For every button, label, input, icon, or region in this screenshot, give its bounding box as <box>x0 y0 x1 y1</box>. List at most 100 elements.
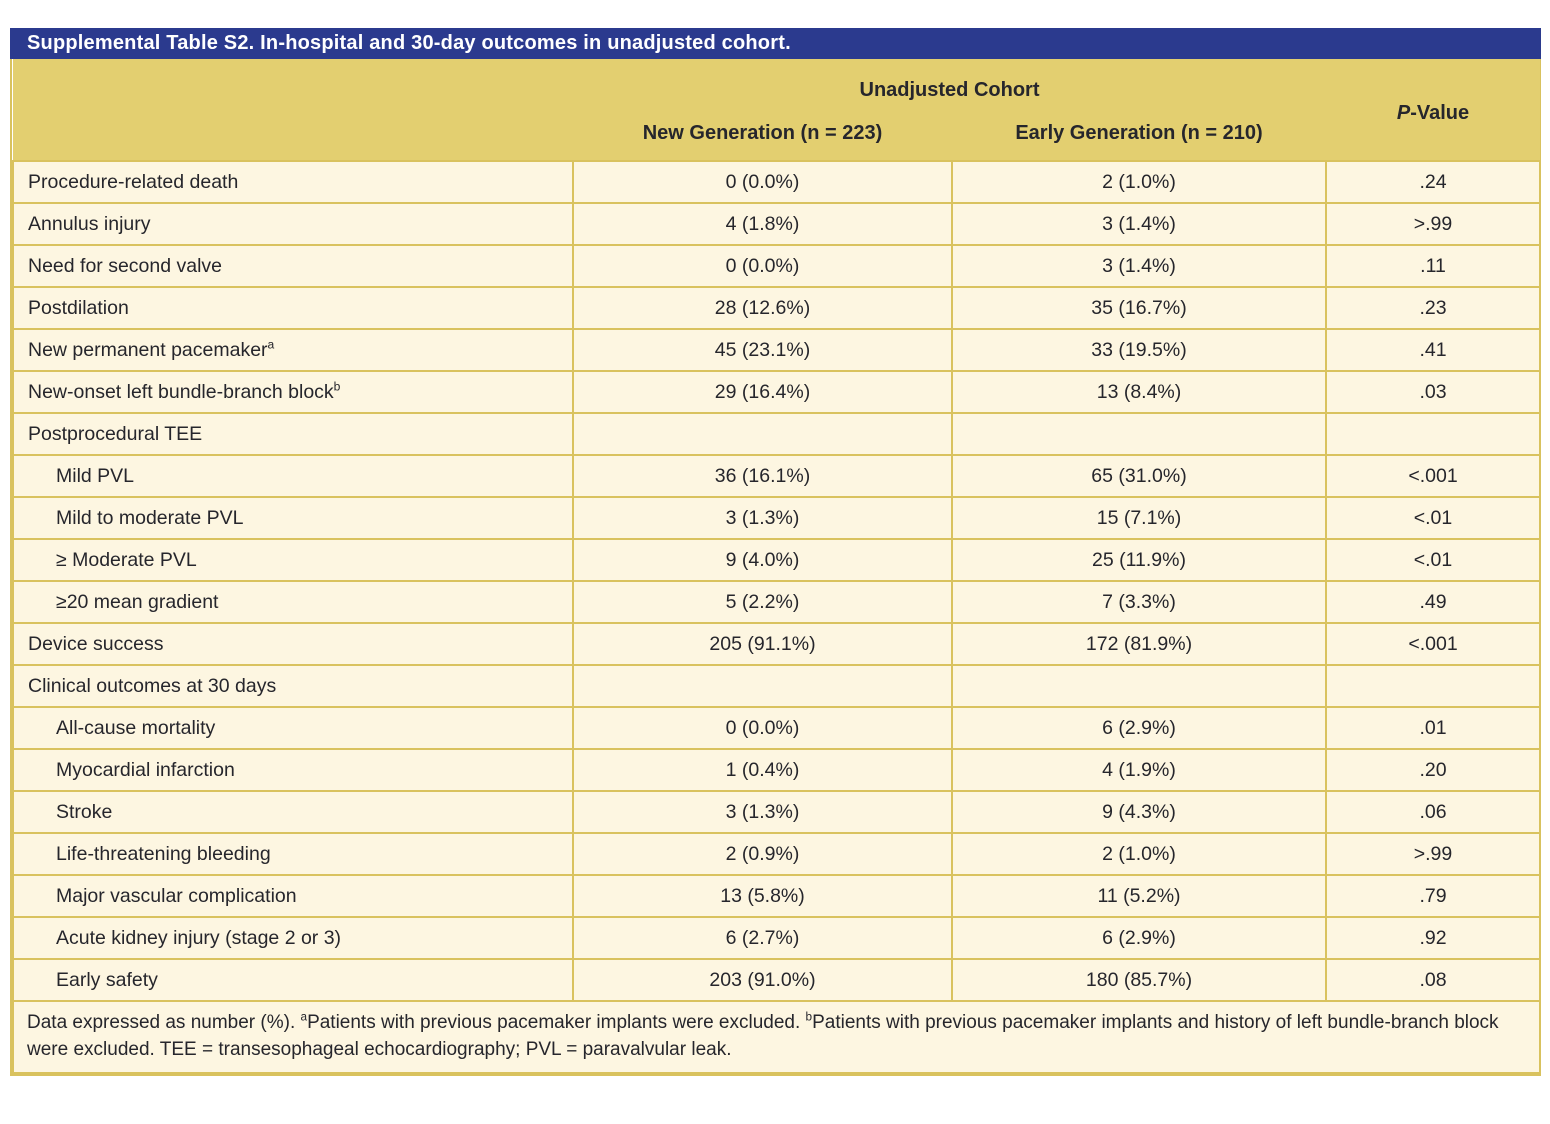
p-value: >.99 <box>1325 202 1541 246</box>
p-value: .41 <box>1325 328 1541 372</box>
row-label: New-onset left bundle-branch blockb <box>12 370 574 414</box>
new-generation-value: 28 (12.6%) <box>572 286 953 330</box>
table-row: ≥20 mean gradient 5 (2.2%) 7 (3.3%) .49 <box>12 580 1541 624</box>
p-value: <.001 <box>1325 454 1541 498</box>
early-generation-value: 13 (8.4%) <box>951 370 1327 414</box>
new-generation-value <box>572 412 953 456</box>
cohort-group-header: Unadjusted Cohort <box>573 59 1326 113</box>
table-row: Need for second valve 0 (0.0%) 3 (1.4%) .11 <box>12 244 1541 288</box>
row-label: Myocardial infarction <box>12 748 574 792</box>
new-generation-value: 205 (91.1%) <box>572 622 953 666</box>
row-label: All-cause mortality <box>12 706 574 750</box>
table-row: Early safety 203 (91.0%) 180 (85.7%) .08 <box>12 958 1541 1002</box>
table-row: Postdilation 28 (12.6%) 35 (16.7%) .23 <box>12 286 1541 330</box>
table-row: Acute kidney injury (stage 2 or 3) 6 (2.7… <box>12 916 1541 960</box>
footnote-marker: b <box>333 379 341 393</box>
empty-header-cell <box>13 59 573 161</box>
early-generation-header: Early Generation (n = 210) <box>952 113 1326 161</box>
table-row: Life-threatening bleeding 2 (0.9%) 2 (1.0%… <box>12 832 1541 876</box>
p-value: <.01 <box>1325 538 1541 582</box>
table-row: Annulus injury 4 (1.8%) 3 (1.4%) >.99 <box>12 202 1541 246</box>
early-generation-value: 2 (1.0%) <box>951 160 1327 204</box>
table-row: Stroke 3 (1.3%) 9 (4.3%) .06 <box>12 790 1541 834</box>
outcomes-table: Unadjusted Cohort P-Value New Generation… <box>12 59 1541 1074</box>
p-value: .03 <box>1325 370 1541 414</box>
row-label: Postdilation <box>12 286 574 330</box>
early-generation-value: 65 (31.0%) <box>951 454 1327 498</box>
new-generation-value: 13 (5.8%) <box>572 874 953 918</box>
footnote-marker: b <box>805 1010 813 1024</box>
footnote-text: Data expressed as number (%). aPatients … <box>12 1000 1541 1074</box>
row-label: Clinical outcomes at 30 days <box>12 664 574 708</box>
section-row: Postprocedural TEE <box>12 412 1541 456</box>
early-generation-value: 3 (1.4%) <box>951 202 1327 246</box>
new-generation-header: New Generation (n = 223) <box>573 113 952 161</box>
row-label: Major vascular complication <box>12 874 574 918</box>
row-label: Mild to moderate PVL <box>12 496 574 540</box>
p-value: <.001 <box>1325 622 1541 666</box>
row-label: Life-threatening bleeding <box>12 832 574 876</box>
row-label: ≥20 mean gradient <box>12 580 574 624</box>
p-value: .79 <box>1325 874 1541 918</box>
table-footnote: Data expressed as number (%). aPatients … <box>12 1000 1541 1074</box>
early-generation-value: 4 (1.9%) <box>951 748 1327 792</box>
p-value: .06 <box>1325 790 1541 834</box>
p-value: .01 <box>1325 706 1541 750</box>
supplemental-table-s2: Supplemental Table S2. In-hospital and 3… <box>10 28 1541 1076</box>
early-generation-value <box>951 412 1327 456</box>
new-generation-value: 203 (91.0%) <box>572 958 953 1002</box>
new-generation-value: 0 (0.0%) <box>572 244 953 288</box>
table-row: Device success 205 (91.1%) 172 (81.9%) <.00… <box>12 622 1541 666</box>
early-generation-value: 180 (85.7%) <box>951 958 1327 1002</box>
p-value-header-italic: P <box>1396 102 1411 124</box>
table-row: Mild to moderate PVL 3 (1.3%) 15 (7.1%) <.0… <box>12 496 1541 540</box>
row-label: Procedure-related death <box>12 160 574 204</box>
early-generation-value: 33 (19.5%) <box>951 328 1327 372</box>
early-generation-value: 2 (1.0%) <box>951 832 1327 876</box>
p-value: .24 <box>1325 160 1541 204</box>
p-value <box>1325 412 1541 456</box>
new-generation-value: 4 (1.8%) <box>572 202 953 246</box>
p-value: <.01 <box>1325 496 1541 540</box>
p-value: .92 <box>1325 916 1541 960</box>
p-value-header-rest: -Value <box>1410 102 1470 124</box>
new-generation-value: 1 (0.4%) <box>572 748 953 792</box>
table-row: Myocardial infarction 1 (0.4%) 4 (1.9%) .20 <box>12 748 1541 792</box>
new-generation-value: 0 (0.0%) <box>572 160 953 204</box>
table-row: Mild PVL 36 (16.1%) 65 (31.0%) <.001 <box>12 454 1541 498</box>
table-row: ≥ Moderate PVL 9 (4.0%) 25 (11.9%) <.01 <box>12 538 1541 582</box>
row-label: Acute kidney injury (stage 2 or 3) <box>12 916 574 960</box>
section-row: Clinical outcomes at 30 days <box>12 664 1541 708</box>
new-generation-value: 29 (16.4%) <box>572 370 953 414</box>
p-value: .23 <box>1325 286 1541 330</box>
table-title: Supplemental Table S2. In-hospital and 3… <box>27 32 791 54</box>
row-label: Stroke <box>12 790 574 834</box>
row-label: Need for second valve <box>12 244 574 288</box>
new-generation-value: 36 (16.1%) <box>572 454 953 498</box>
early-generation-value: 11 (5.2%) <box>951 874 1327 918</box>
footnote-marker: a <box>267 337 275 351</box>
table-header: Unadjusted Cohort P-Value New Generation… <box>13 59 1540 161</box>
early-generation-value: 35 (16.7%) <box>951 286 1327 330</box>
table-row: Procedure-related death 0 (0.0%) 2 (1.0%).… <box>12 160 1541 204</box>
early-generation-value: 7 (3.3%) <box>951 580 1327 624</box>
table-body: Procedure-related death 0 (0.0%) 2 (1.0%).… <box>12 160 1541 1002</box>
table-frame: Unadjusted Cohort P-Value New Generation… <box>10 59 1541 1076</box>
new-generation-value: 3 (1.3%) <box>572 790 953 834</box>
row-label: Device success <box>12 622 574 666</box>
row-label: Annulus injury <box>12 202 574 246</box>
early-generation-value: 172 (81.9%) <box>951 622 1327 666</box>
table-row: All-cause mortality 0 (0.0%) 6 (2.9%) .01 <box>12 706 1541 750</box>
new-generation-value: 5 (2.2%) <box>572 580 953 624</box>
new-generation-value: 3 (1.3%) <box>572 496 953 540</box>
new-generation-value: 6 (2.7%) <box>572 916 953 960</box>
table-row: Major vascular complication 13 (5.8%) 11 (… <box>12 874 1541 918</box>
early-generation-value: 6 (2.9%) <box>951 706 1327 750</box>
row-label: Postprocedural TEE <box>12 412 574 456</box>
p-value: >.99 <box>1325 832 1541 876</box>
early-generation-value: 6 (2.9%) <box>951 916 1327 960</box>
p-value-header: P-Value <box>1326 59 1540 161</box>
early-generation-value: 15 (7.1%) <box>951 496 1327 540</box>
new-generation-value: 45 (23.1%) <box>572 328 953 372</box>
early-generation-value: 9 (4.3%) <box>951 790 1327 834</box>
